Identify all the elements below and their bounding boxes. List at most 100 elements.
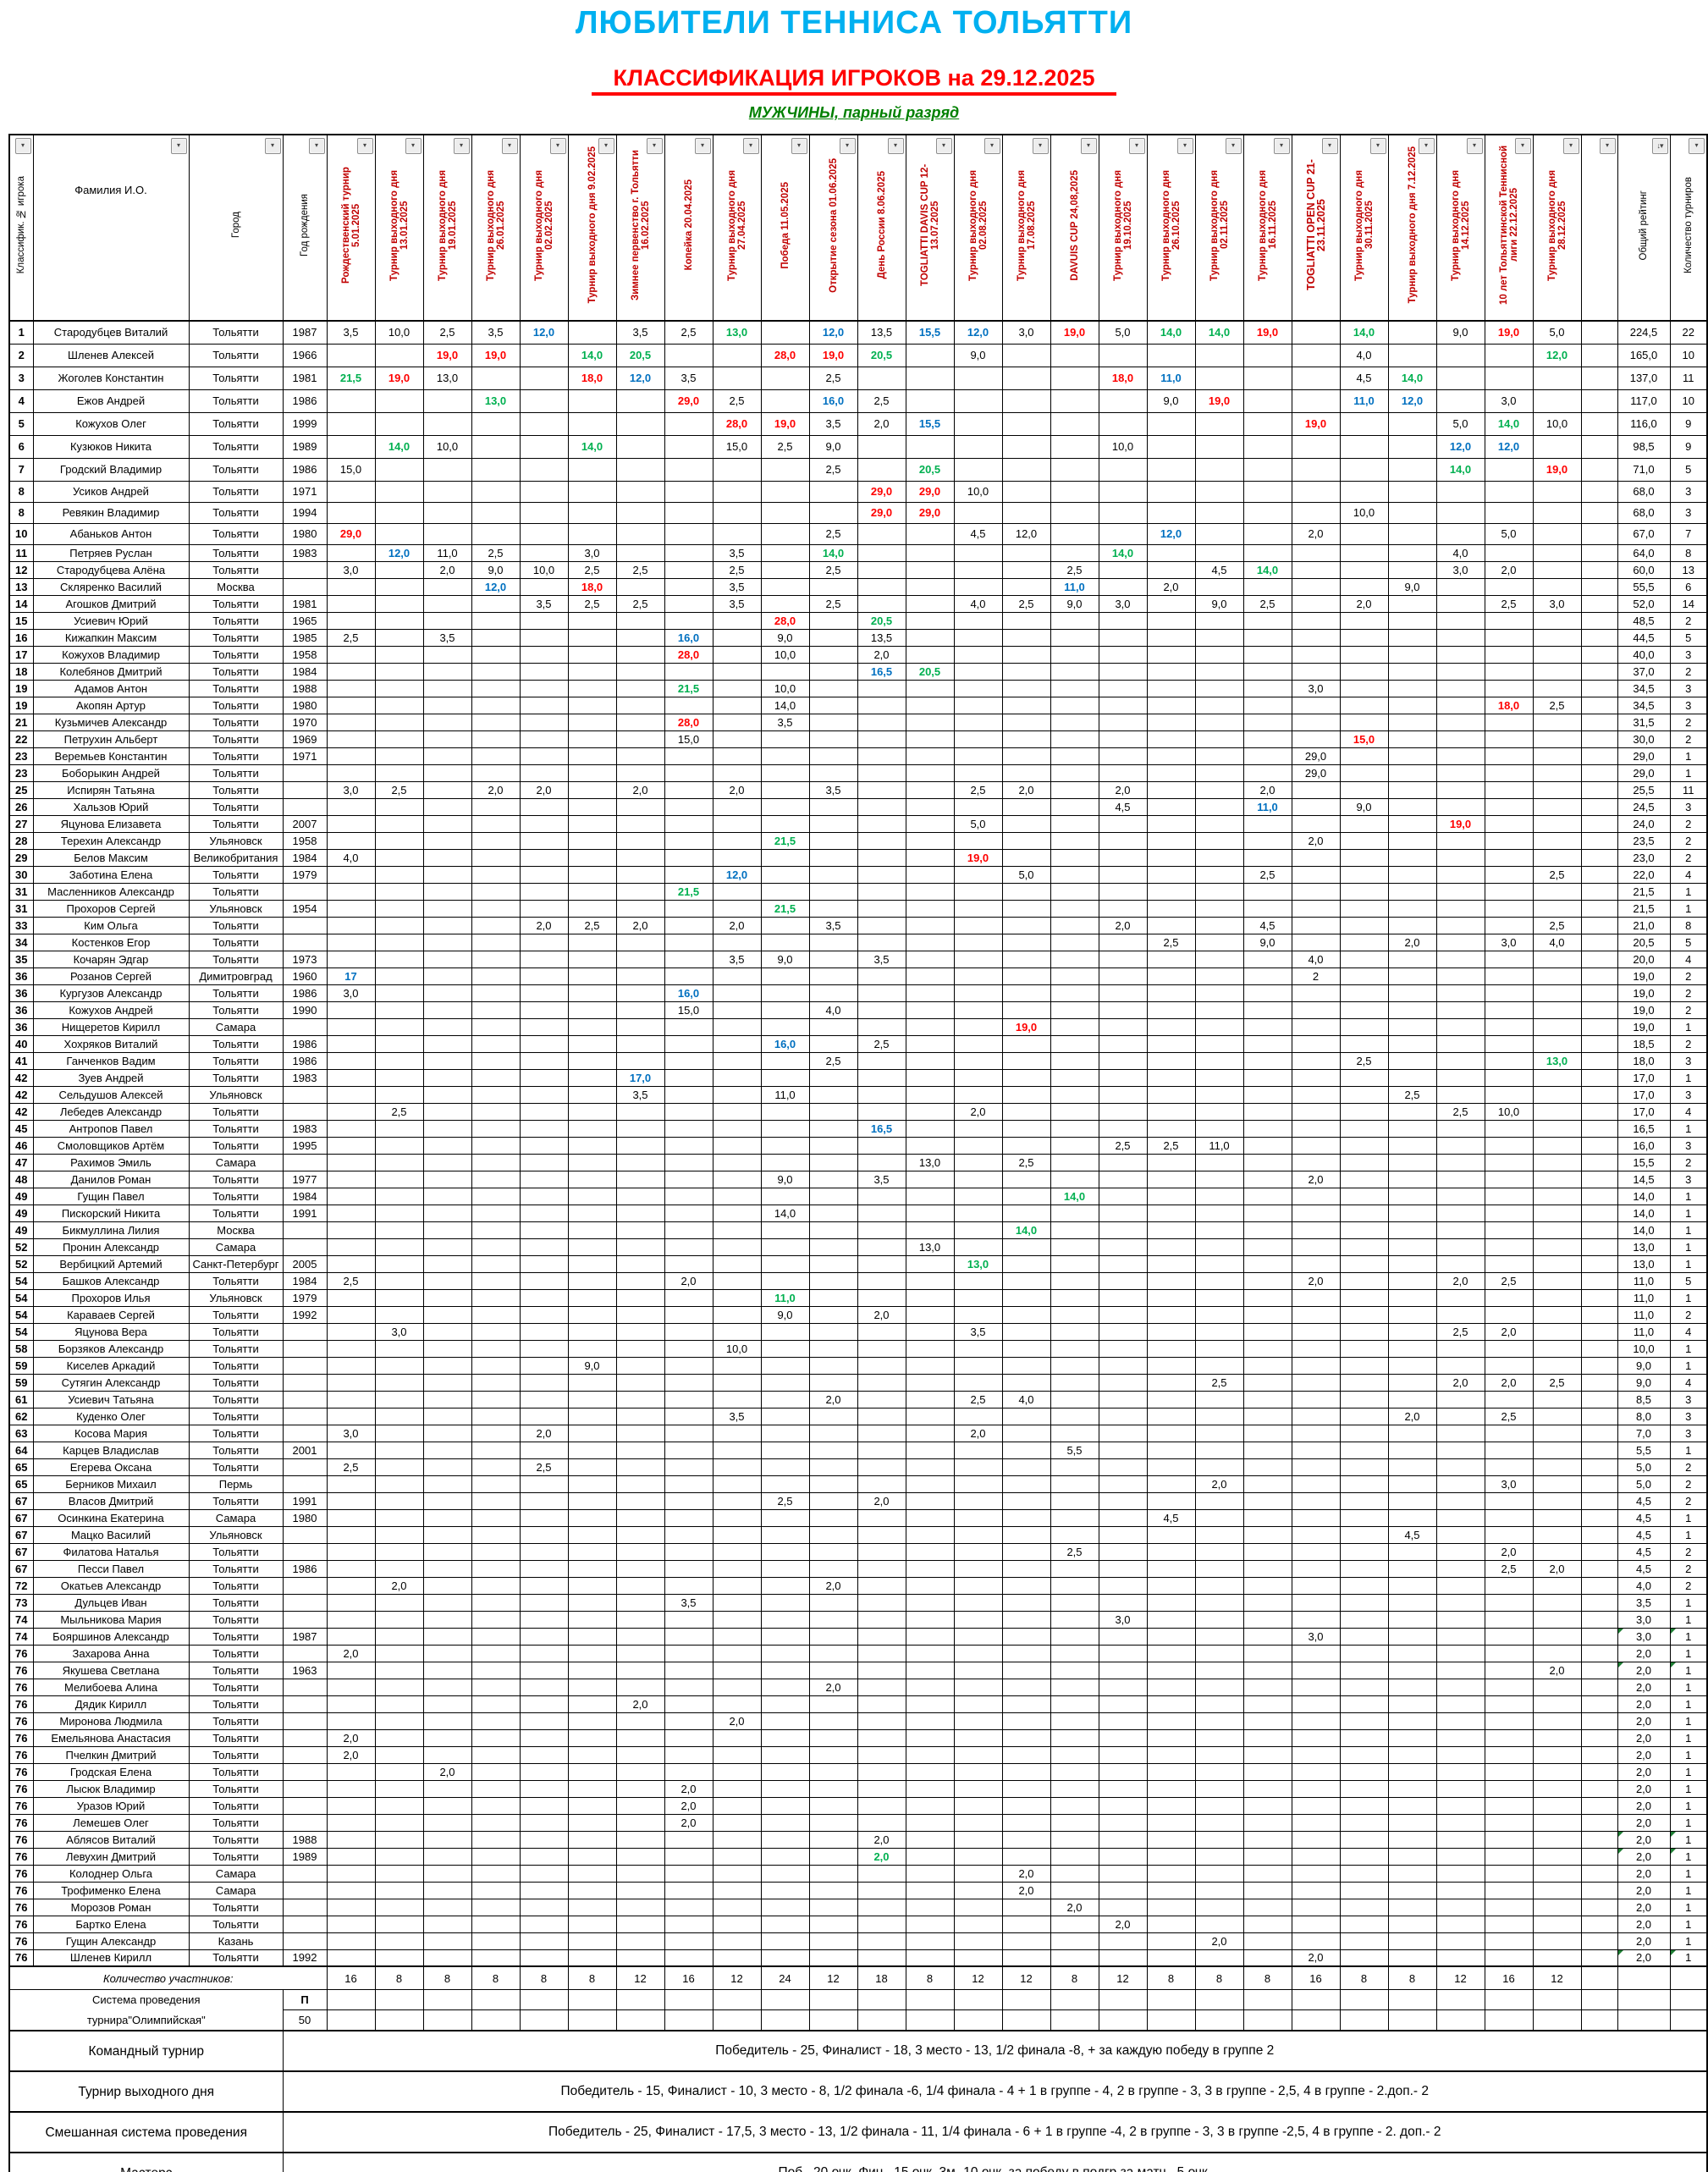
score-cell[interactable] bbox=[857, 1559, 906, 1578]
spacer-cell[interactable] bbox=[1580, 560, 1618, 579]
city-cell[interactable]: Самара bbox=[188, 1508, 284, 1527]
score-cell[interactable] bbox=[808, 1441, 858, 1459]
score-cell[interactable] bbox=[1484, 1932, 1534, 1950]
score-cell[interactable] bbox=[519, 730, 569, 748]
score-cell[interactable]: 3,5 bbox=[615, 320, 665, 345]
score-cell[interactable] bbox=[567, 1322, 617, 1341]
score-cell[interactable] bbox=[374, 967, 424, 985]
score-cell[interactable] bbox=[471, 1678, 521, 1696]
rank-cell[interactable]: 76 bbox=[8, 1661, 34, 1679]
score-cell[interactable] bbox=[953, 577, 1003, 596]
score-cell[interactable] bbox=[905, 1864, 955, 1883]
score-cell[interactable] bbox=[1098, 1458, 1148, 1476]
score-cell[interactable]: 9,0 bbox=[1387, 577, 1437, 596]
rank-cell[interactable]: 76 bbox=[8, 1779, 34, 1798]
score-cell[interactable] bbox=[519, 645, 569, 664]
score-cell[interactable]: 16,0 bbox=[808, 389, 858, 413]
score-cell[interactable] bbox=[1339, 950, 1389, 968]
score-cell[interactable] bbox=[1098, 1695, 1148, 1713]
score-cell[interactable] bbox=[1050, 389, 1099, 413]
score-cell[interactable] bbox=[326, 1407, 376, 1425]
score-cell[interactable] bbox=[567, 522, 617, 545]
score-cell[interactable]: 29,0 bbox=[664, 389, 714, 413]
score-cell[interactable] bbox=[1435, 865, 1485, 884]
score-cell[interactable]: 12,0 bbox=[1532, 343, 1582, 367]
score-cell[interactable]: 12,0 bbox=[808, 320, 858, 345]
score-cell[interactable] bbox=[1532, 1390, 1582, 1408]
score-cell[interactable] bbox=[760, 1830, 810, 1849]
score-cell[interactable] bbox=[567, 1068, 617, 1087]
city-cell[interactable]: Тольятти bbox=[188, 1187, 284, 1205]
year-cell[interactable] bbox=[282, 1898, 328, 1916]
score-cell[interactable]: 2,0 bbox=[1484, 560, 1534, 579]
score-cell[interactable] bbox=[1339, 1762, 1389, 1781]
score-cell[interactable] bbox=[615, 1187, 665, 1205]
score-cell[interactable] bbox=[1146, 411, 1196, 436]
score-cell[interactable]: 3,5 bbox=[712, 577, 762, 596]
score-cell[interactable]: 4,0 bbox=[1291, 950, 1341, 968]
score-cell[interactable] bbox=[422, 1745, 472, 1764]
score-cell[interactable] bbox=[664, 1762, 714, 1781]
score-cell[interactable] bbox=[326, 1695, 376, 1713]
score-cell[interactable] bbox=[1098, 457, 1148, 482]
score-cell[interactable]: 2,5 bbox=[857, 389, 906, 413]
score-cell[interactable] bbox=[664, 831, 714, 850]
score-cell[interactable]: 3,5 bbox=[326, 320, 376, 345]
score-cell[interactable] bbox=[1146, 1424, 1196, 1442]
score-cell[interactable] bbox=[712, 848, 762, 867]
score-cell[interactable] bbox=[1194, 1661, 1244, 1679]
score-cell[interactable] bbox=[857, 457, 906, 482]
score-cell[interactable] bbox=[1194, 1221, 1244, 1239]
count-cell[interactable]: 2 bbox=[1669, 1576, 1708, 1595]
empty-cell[interactable] bbox=[1146, 2009, 1196, 2031]
score-cell[interactable] bbox=[1050, 1373, 1099, 1392]
score-cell[interactable] bbox=[422, 1373, 472, 1392]
score-cell[interactable] bbox=[1242, 1762, 1292, 1781]
score-cell[interactable] bbox=[374, 1373, 424, 1392]
score-cell[interactable] bbox=[1242, 1441, 1292, 1459]
score-cell[interactable] bbox=[664, 1830, 714, 1849]
score-cell[interactable] bbox=[760, 1661, 810, 1679]
score-cell[interactable] bbox=[1435, 1762, 1485, 1781]
total-cell[interactable]: 14,0 bbox=[1617, 1187, 1671, 1205]
rank-cell[interactable]: 6 bbox=[8, 434, 34, 459]
count-cell[interactable]: 1 bbox=[1669, 1339, 1708, 1358]
score-cell[interactable] bbox=[1291, 1932, 1341, 1950]
score-cell[interactable] bbox=[1050, 1001, 1099, 1019]
score-cell[interactable] bbox=[905, 645, 955, 664]
score-cell[interactable] bbox=[905, 1678, 955, 1696]
score-cell[interactable] bbox=[1435, 366, 1485, 390]
score-cell[interactable] bbox=[1242, 1678, 1292, 1696]
score-cell[interactable] bbox=[471, 1238, 521, 1256]
score-cell[interactable] bbox=[1242, 645, 1292, 664]
score-cell[interactable] bbox=[1532, 1491, 1582, 1510]
score-cell[interactable] bbox=[1291, 1102, 1341, 1121]
score-cell[interactable] bbox=[471, 1762, 521, 1781]
participants-value[interactable]: 8 bbox=[471, 1965, 521, 1990]
spacer-cell[interactable] bbox=[1580, 501, 1618, 524]
empty-cell[interactable] bbox=[760, 1989, 810, 2010]
score-cell[interactable]: 2,0 bbox=[1001, 1864, 1051, 1883]
score-cell[interactable] bbox=[857, 1475, 906, 1493]
name-cell[interactable]: Стародубцев Виталий bbox=[32, 320, 190, 345]
score-cell[interactable] bbox=[1001, 543, 1051, 562]
score-cell[interactable] bbox=[471, 1170, 521, 1188]
score-cell[interactable] bbox=[1484, 1068, 1534, 1087]
score-cell[interactable]: 14,0 bbox=[567, 343, 617, 367]
name-cell[interactable]: Пчелкин Дмитрий bbox=[32, 1745, 190, 1764]
empty-cell[interactable] bbox=[1435, 2009, 1485, 2031]
score-cell[interactable] bbox=[1291, 1187, 1341, 1205]
score-cell[interactable] bbox=[1291, 366, 1341, 390]
score-cell[interactable] bbox=[857, 1508, 906, 1527]
score-cell[interactable]: 4,0 bbox=[1532, 933, 1582, 951]
score-cell[interactable]: 2,5 bbox=[1194, 1373, 1244, 1392]
score-cell[interactable] bbox=[1387, 1864, 1437, 1883]
column-header-tournament[interactable]: ▾ Турнир выходного дня 27.04.2025 bbox=[712, 134, 762, 322]
score-cell[interactable] bbox=[1242, 747, 1292, 765]
score-cell[interactable] bbox=[519, 1407, 569, 1425]
spacer-cell[interactable] bbox=[1580, 1847, 1618, 1866]
score-cell[interactable] bbox=[1194, 696, 1244, 714]
score-cell[interactable]: 2,0 bbox=[857, 1305, 906, 1324]
year-cell[interactable] bbox=[282, 933, 328, 951]
name-cell[interactable]: Миронова Людмила bbox=[32, 1712, 190, 1730]
